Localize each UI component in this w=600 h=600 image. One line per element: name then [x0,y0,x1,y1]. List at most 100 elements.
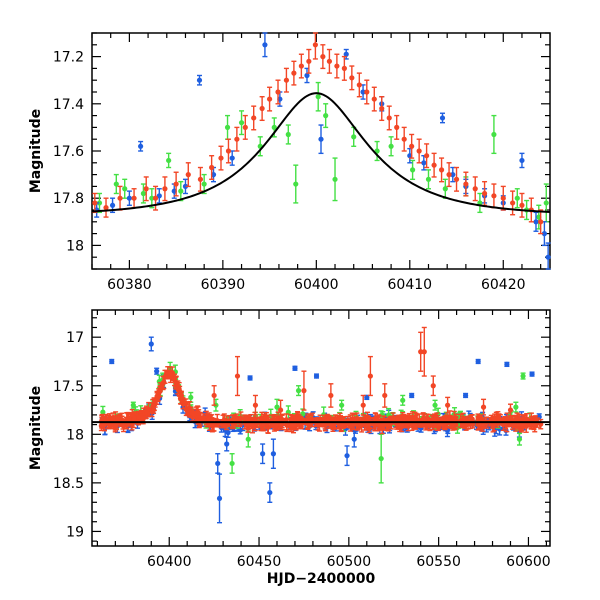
red-data-point [507,407,514,413]
green-data-point [201,181,207,187]
blue-data-point [313,373,320,379]
blue-data-point [262,42,268,48]
red-data-point [453,176,460,182]
blue-data-point [541,231,547,237]
blue-data-point [475,358,481,365]
red-data-point [430,383,436,389]
top-x-tick-label: 60390 [201,277,246,293]
bottom-x-tick-label: 60600 [506,554,551,570]
red-data-point [394,124,400,130]
red-data-point [197,176,204,182]
green-data-point [378,455,384,462]
blue-data-point [360,89,366,95]
red-data-point [173,181,179,187]
blue-data-point [343,51,349,57]
red-data-point [421,349,427,355]
blue-data-point [439,115,446,121]
red-data-point [510,200,516,206]
top-y-tick-labels: 17.2 17.4 17.6 17.8 18 [53,50,84,255]
green-data-point [224,124,231,130]
red-data-point [320,54,326,60]
red-data-point [234,373,241,379]
red-data-point [492,416,498,422]
red-data-point [384,422,390,429]
red-data-point [195,410,201,416]
red-data-point [305,416,311,423]
green-data-point [315,94,321,100]
blue-data-point [519,157,525,164]
blue-data-point [421,160,427,166]
green-data-point [122,186,128,192]
red-data-point [418,349,424,355]
red-data-point [519,202,525,208]
green-data-point [130,402,136,408]
blue-data-point [138,143,144,149]
green-data-point [339,402,345,408]
blue-data-point [224,441,230,447]
red-data-point [186,410,192,416]
bottom-y-tick-label: 17 [66,330,84,346]
bottom-x-tick-label: 60500 [327,554,372,570]
bottom-x-tick-label: 60550 [416,554,461,570]
red-data-point [178,393,184,399]
bottom-x-axis-title: HJD−2400000 [267,571,376,587]
blue-data-point [344,453,350,459]
green-data-point [113,181,119,187]
red-data-point [152,195,159,201]
green-data-point [188,394,194,401]
red-data-point [225,148,232,154]
green-data-point [425,176,432,182]
blue-data-point [154,368,160,374]
green-data-point [166,157,172,164]
red-data-point [386,115,392,121]
blue-data-point [148,341,154,347]
red-data-point [538,219,544,225]
red-data-point [341,65,347,71]
red-data-point [349,75,355,81]
top-x-tick-label: 60420 [481,277,526,293]
red-data-point [126,416,132,422]
red-data-point [472,186,478,192]
blue-data-point [126,195,132,201]
blue-data-point [545,254,551,260]
top-x-tick-label: 60380 [107,277,152,293]
green-data-point [323,113,329,119]
bottom-y-tick-label: 18 [66,427,84,443]
red-data-point [412,422,418,428]
top-x-tick-label: 60400 [294,277,339,293]
red-data-point [424,153,430,159]
red-data-point [379,105,385,112]
red-data-point [155,394,161,400]
red-data-point [284,421,290,428]
blue-data-point [409,392,415,399]
red-data-point [138,413,144,419]
top-y-tick-label: 17.4 [53,97,84,113]
blue-data-point [156,193,162,199]
green-data-point [442,186,448,192]
red-data-point [306,58,312,64]
top-y-tick-label: 17.2 [53,50,84,66]
red-data-point [92,200,98,206]
red-data-point [117,195,123,201]
red-data-point [291,70,297,76]
red-data-point [301,388,307,394]
red-data-point [338,422,344,428]
red-data-point [275,89,281,95]
green-data-point [149,195,155,201]
red-data-point [491,193,497,199]
red-data-point [496,416,502,422]
red-data-point [382,392,388,399]
red-data-point [438,167,445,173]
top-data-points [92,32,551,270]
red-data-point [238,415,244,422]
red-data-point [234,136,240,142]
red-data-point [328,392,334,399]
blue-data-point [260,451,266,457]
red-data-point [151,401,157,407]
blue-data-point [304,72,310,79]
green-data-point [513,404,519,410]
blue-data-point [216,495,223,502]
blue-data-point [109,358,115,365]
red-data-point [445,402,451,408]
